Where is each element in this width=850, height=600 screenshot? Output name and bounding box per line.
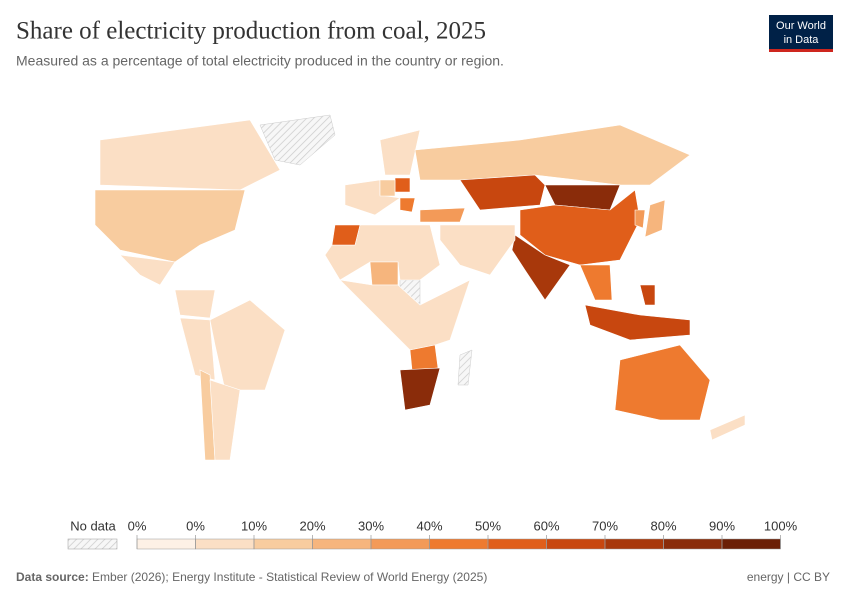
logo-text[interactable]: Our World: [776, 20, 826, 32]
legend-swatch: [487, 538, 547, 550]
legend-tick-label: 80%: [650, 518, 676, 533]
country: [519, 189, 641, 266]
footer-source: Data source: Ember (2026); Energy Instit…: [16, 570, 487, 584]
legend-swatch: [195, 538, 255, 550]
country: [379, 179, 396, 197]
legend-tick-label: 10%: [241, 518, 267, 533]
logo[interactable]: Our World in Data: [769, 15, 833, 52]
no-data-region: [457, 349, 473, 386]
source-text: Ember (2026); Energy Institute - Statist…: [92, 570, 487, 584]
country: [94, 189, 246, 263]
title: Share of electricity production from coa…: [16, 18, 486, 45]
legend: No data 0% 0% 10% 20% 30% 40% 50% 60% 70% 80% 90% 1…: [67, 518, 798, 550]
country: [369, 261, 399, 286]
country: [414, 124, 691, 186]
country: [584, 304, 691, 341]
legend-swatch: [429, 538, 489, 550]
country: [709, 414, 746, 441]
country: [614, 344, 711, 421]
no-data-region: [259, 114, 336, 166]
country: [179, 317, 216, 381]
legend-tick-label: 30%: [358, 518, 384, 533]
logo-box[interactable]: [769, 15, 833, 49]
country: [639, 284, 656, 306]
country: [419, 207, 466, 223]
legend-swatch: [253, 538, 313, 550]
legend-tick-label: 50%: [475, 518, 501, 533]
country: [644, 199, 666, 238]
country: [439, 224, 516, 276]
country: [379, 129, 421, 176]
country: [174, 289, 216, 319]
country: [399, 197, 416, 213]
country: [339, 279, 471, 351]
country: [99, 119, 281, 191]
country: [459, 174, 546, 211]
legend-swatch: [546, 538, 606, 550]
legend-tick-label: 60%: [533, 518, 559, 533]
country: [331, 224, 361, 246]
legend-tick-label: 90%: [709, 518, 735, 533]
legend-tick-label: 40%: [416, 518, 442, 533]
legend-swatch: [604, 538, 664, 550]
country: [634, 209, 646, 229]
legend-tick-label: 100%: [764, 518, 798, 533]
legend-tick-label: 20%: [299, 518, 325, 533]
country: [511, 234, 571, 301]
legend-label: No data: [70, 518, 116, 533]
no-data-swatch: [67, 538, 118, 550]
legend-swatch: [370, 538, 430, 550]
country: [209, 299, 286, 391]
footer-license: energy | CC BY: [747, 570, 830, 584]
legend-swatch: [136, 538, 196, 550]
legend-tick-label: 0%: [186, 518, 205, 533]
country: [119, 254, 176, 286]
map: [94, 114, 746, 461]
country: [399, 367, 441, 411]
country: [394, 177, 411, 193]
country: [579, 264, 613, 301]
source-label: Data source:: [16, 570, 89, 584]
legend-swatch: [721, 538, 781, 550]
legend-tick-label: 70%: [592, 518, 618, 533]
legend-swatch: [663, 538, 723, 550]
country: [209, 379, 241, 461]
logo-text[interactable]: in Data: [784, 34, 820, 46]
legend-tick-label: 0%: [128, 518, 147, 533]
logo-stripe: [769, 49, 833, 52]
legend-swatch: [312, 538, 372, 550]
subtitle: Measured as a percentage of total electr…: [16, 53, 504, 69]
